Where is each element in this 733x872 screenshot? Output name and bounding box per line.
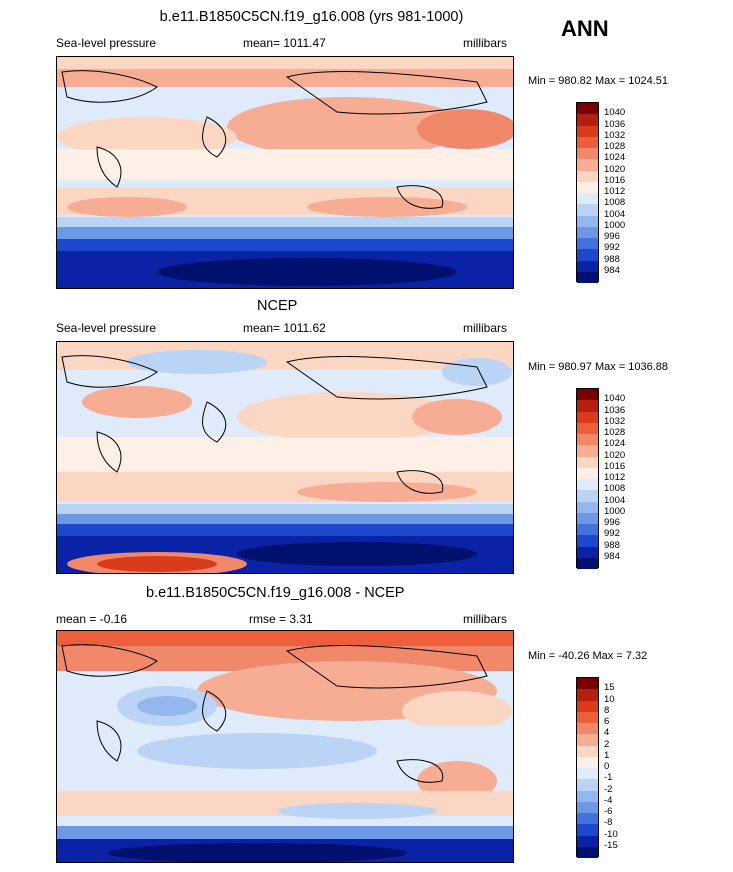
colorbar-tick-label: 996 (604, 231, 620, 242)
colorbar-tick-label: -1 (604, 772, 613, 784)
colorbar-tick-label: 15 (604, 682, 615, 694)
panel3-units: millibars (463, 612, 508, 626)
colorbar-tick-label: 988 (604, 539, 620, 551)
colorbar-tick-label: 8 (604, 704, 610, 716)
colorbar-tick-label: 1000 (604, 505, 626, 517)
panel2-minmax: Min = 980.97 Max = 1036.88 (528, 361, 669, 373)
colorbar-tick-label: 992 (604, 242, 620, 254)
panel3-mean: mean = -0.16 (56, 612, 128, 626)
panel1-map (56, 56, 514, 289)
panel2-left-label: Sea-level pressure (56, 321, 157, 335)
panel1-mean: mean= 1011.47 (243, 36, 326, 50)
panel2-units: millibars (463, 321, 508, 335)
panel1-title: b.e11.B1850C5CN.f19_g16.008 (yrs 981-100… (159, 9, 464, 25)
panel1-minmax: Min = 980.82 Max = 1024.51 (528, 75, 669, 87)
colorbar-tick-label: 6 (604, 716, 610, 727)
colorbar-tick-label: 1028 (604, 427, 626, 438)
panel2-colorbar (576, 388, 599, 569)
panel3-minmax: Min = -40.26 Max = 7.32 (528, 650, 648, 662)
panel3-title: b.e11.B1850C5CN.f19_g16.008 - NCEP (146, 585, 405, 601)
colorbar-tick-label: 996 (604, 517, 620, 528)
colorbar-tick-label: 1016 (604, 174, 626, 186)
colorbar-tick-label: -8 (604, 817, 613, 829)
colorbar-tick-label: 1020 (604, 163, 626, 175)
panel2-title: NCEP (257, 298, 298, 314)
colorbar-tick-label: 4 (604, 727, 610, 739)
colorbar-tick-label: 1008 (604, 483, 626, 495)
colorbar-tick-label: 1024 (604, 152, 626, 164)
colorbar-tick-label: 988 (604, 253, 620, 265)
colorbar-tick-label: 10 (604, 693, 615, 705)
colorbar-tick-label: -6 (604, 806, 613, 817)
colorbar-tick-label: 1004 (604, 494, 626, 506)
colorbar-tick-label: 1012 (604, 186, 626, 197)
colorbar-tick-label: 2 (604, 738, 610, 750)
colorbar-tick-label: -10 (604, 828, 618, 840)
colorbar-tick-label: 1 (604, 749, 610, 761)
colorbar-tick-label: 1016 (604, 460, 626, 472)
colorbar-tick-label: 0 (604, 761, 610, 772)
panel2-map (56, 341, 514, 574)
colorbar-tick-label: 1032 (604, 415, 626, 427)
colorbar-tick-label: 1020 (604, 449, 626, 461)
colorbar-tick-label: 1012 (604, 472, 626, 483)
colorbar-tick-label: 1040 (604, 393, 626, 405)
colorbar-tick-label: 992 (604, 528, 620, 540)
panel3-colorbar (576, 677, 599, 858)
colorbar-tick-label: 1032 (604, 129, 626, 141)
season-label: ANN (561, 16, 609, 41)
colorbar-tick-label: -2 (604, 783, 613, 795)
colorbar-tick-label: 1004 (604, 208, 626, 220)
colorbar-tick-label: 1028 (604, 141, 626, 152)
panel3-map (56, 630, 514, 863)
colorbar-tick-label: 1036 (604, 404, 626, 416)
panel2-mean: mean= 1011.62 (243, 321, 326, 335)
panel1-left-label: Sea-level pressure (56, 36, 157, 50)
colorbar-tick-label: 1036 (604, 118, 626, 130)
colorbar-tick-label: -4 (604, 794, 613, 806)
colorbar-tick-label: 1008 (604, 197, 626, 209)
colorbar-tick-label: 1000 (604, 219, 626, 231)
colorbar-tick-label: -15 (604, 839, 618, 851)
colorbar-tick-label: 984 (604, 550, 620, 562)
panel3-rmse: rmse = 3.31 (249, 612, 313, 626)
colorbar-tick-label: 1040 (604, 107, 626, 119)
panel1-units: millibars (463, 36, 508, 50)
colorbar-tick-label: 1024 (604, 438, 626, 450)
panel1-colorbar (576, 102, 599, 283)
colorbar-tick-label: 984 (604, 264, 620, 276)
